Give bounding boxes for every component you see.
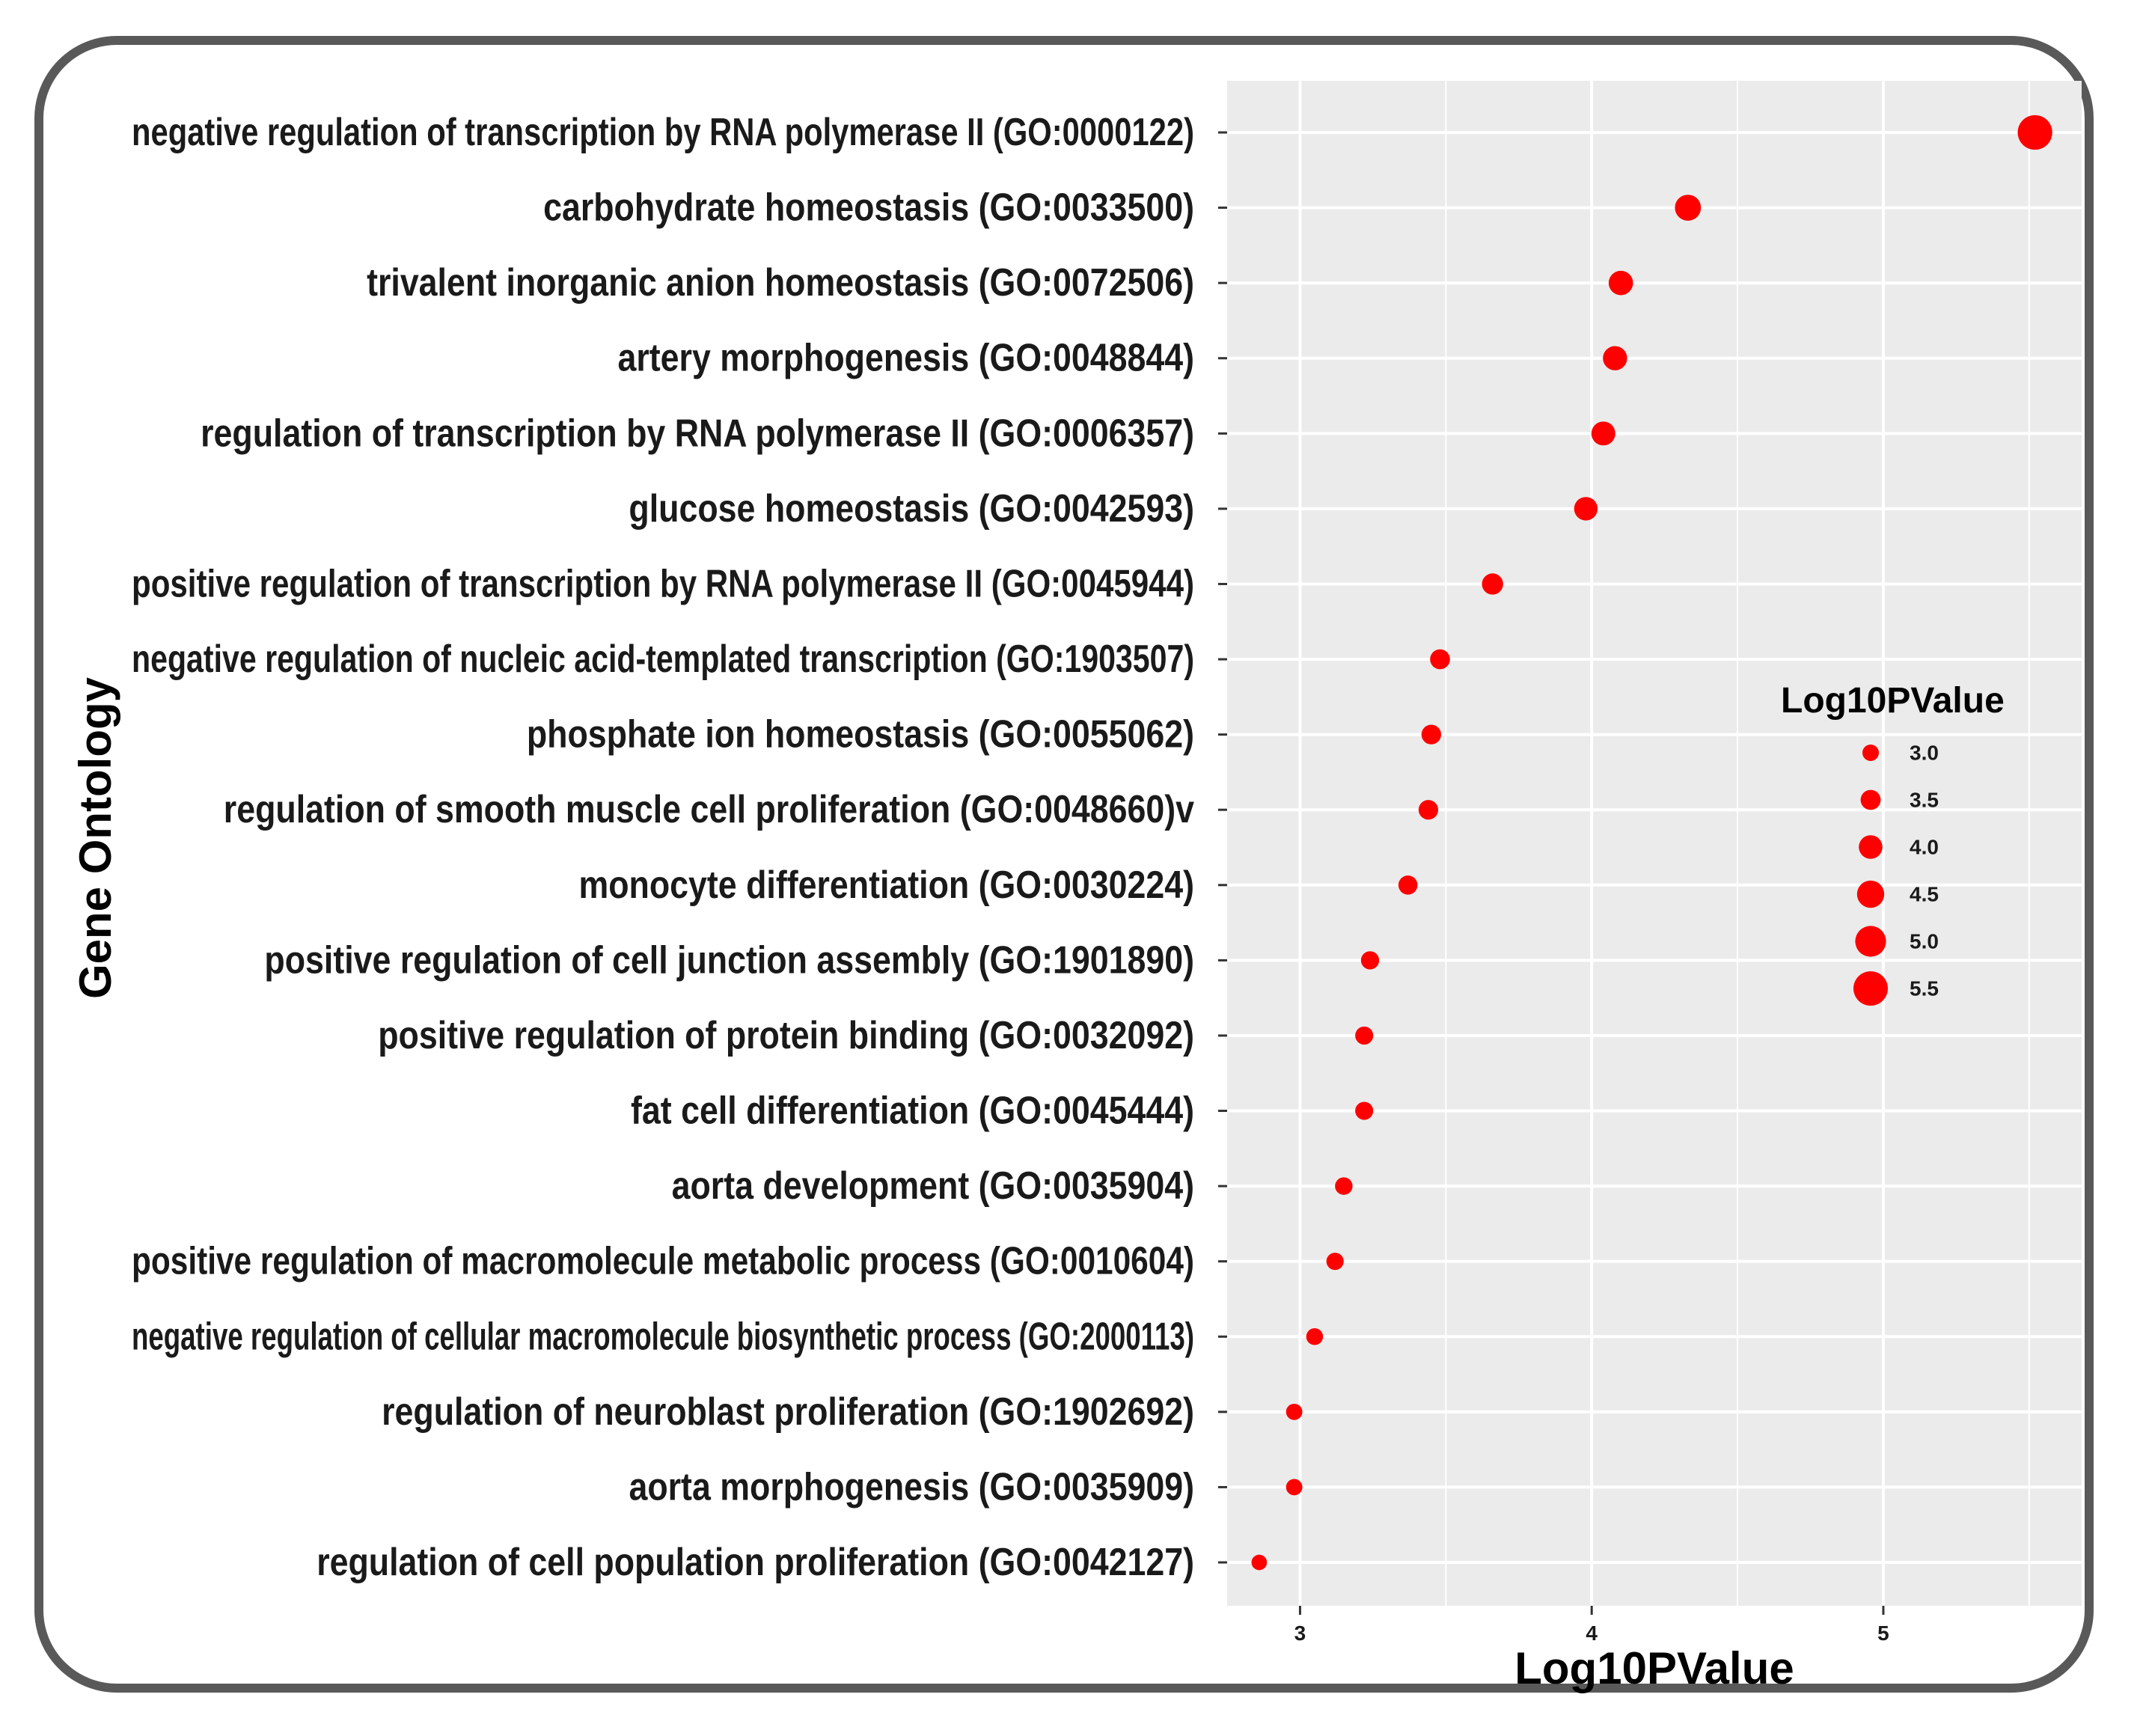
- x-tick-label: 5: [1877, 1622, 1889, 1645]
- data-point: [1675, 195, 1702, 221]
- category-label: phosphate ion homeostasis (GO:0055062): [527, 713, 1194, 757]
- data-point: [1574, 497, 1598, 521]
- data-point: [1482, 573, 1503, 595]
- category-label: fat cell differentiation (GO:0045444): [631, 1089, 1194, 1133]
- plot-panel: [1227, 81, 2082, 1606]
- legend-key: [1855, 926, 1886, 957]
- data-point: [2017, 114, 2052, 150]
- category-label: regulation of transcription by RNA polym…: [201, 412, 1194, 455]
- legend-key: [1859, 835, 1883, 859]
- data-point: [1306, 1328, 1324, 1345]
- legend-key: [1860, 789, 1881, 810]
- x-axis: 3 4 5: [1294, 1606, 1889, 1645]
- data-point: [1335, 1177, 1353, 1195]
- data-point: [1286, 1479, 1303, 1496]
- data-point: [1608, 270, 1633, 296]
- category-label: positive regulation of cell junction ass…: [264, 938, 1194, 982]
- legend-label: 3.0: [1910, 742, 1939, 765]
- data-point: [1418, 800, 1439, 820]
- category-label: positive regulation of macromolecule met…: [132, 1240, 1194, 1283]
- category-label: positive regulation of transcription by …: [132, 562, 1194, 605]
- category-label: negative regulation of transcription by …: [132, 111, 1194, 154]
- x-axis-title: Log10PValue: [1514, 1643, 1794, 1693]
- data-point: [1430, 649, 1450, 670]
- data-point: [1603, 346, 1627, 370]
- category-label: regulation of neuroblast proliferation (…: [382, 1390, 1194, 1434]
- category-label: artery morphogenesis (GO:0048844): [618, 337, 1194, 380]
- data-point: [1286, 1403, 1303, 1420]
- legend-label: 5.5: [1910, 977, 1939, 1000]
- x-tick-label: 3: [1294, 1622, 1306, 1645]
- category-label: aorta morphogenesis (GO:0035909): [629, 1465, 1194, 1509]
- legend-label: 4.0: [1910, 836, 1939, 859]
- data-point: [1591, 421, 1615, 446]
- legend-label: 4.5: [1910, 883, 1939, 906]
- legend-label: 5.0: [1910, 930, 1939, 953]
- data-point: [1360, 951, 1380, 970]
- data-points: [1251, 114, 2052, 1571]
- category-label: negative regulation of cellular macromol…: [132, 1315, 1194, 1358]
- legend-title: Log10PValue: [1781, 681, 2005, 721]
- legend-label: 3.5: [1910, 789, 1939, 812]
- category-label: glucose homeostasis (GO:0042593): [629, 487, 1194, 531]
- data-point: [1355, 1101, 1374, 1120]
- category-label: regulation of cell population proliferat…: [317, 1541, 1194, 1584]
- category-label: monocyte differentiation (GO:0030224): [578, 864, 1194, 907]
- category-label: negative regulation of nucleic acid-temp…: [132, 638, 1194, 681]
- data-point: [1326, 1253, 1344, 1271]
- legend-key: [1862, 745, 1879, 761]
- x-tick-label: 4: [1586, 1622, 1598, 1645]
- data-point: [1421, 724, 1441, 745]
- legend-key: [1856, 880, 1885, 908]
- y-axis: negative regulation of transcription by …: [132, 111, 1227, 1584]
- category-label: regulation of smooth muscle cell prolife…: [224, 788, 1194, 831]
- y-axis-title: Gene Ontology: [70, 676, 120, 999]
- data-point: [1251, 1554, 1268, 1571]
- category-label: trivalent inorganic anion homeostasis (G…: [367, 261, 1194, 305]
- category-label: aorta development (GO:0035904): [672, 1164, 1194, 1208]
- category-label: positive regulation of protein binding (…: [378, 1014, 1194, 1057]
- size-legend: Log10PValue 3.0 3.5 4.0 4.5 5.0 5.5: [1781, 681, 2005, 1006]
- data-point: [1355, 1026, 1374, 1045]
- legend-key: [1853, 971, 1888, 1006]
- data-point: [1398, 875, 1418, 895]
- category-label: carbohydrate homeostasis (GO:0033500): [543, 186, 1194, 230]
